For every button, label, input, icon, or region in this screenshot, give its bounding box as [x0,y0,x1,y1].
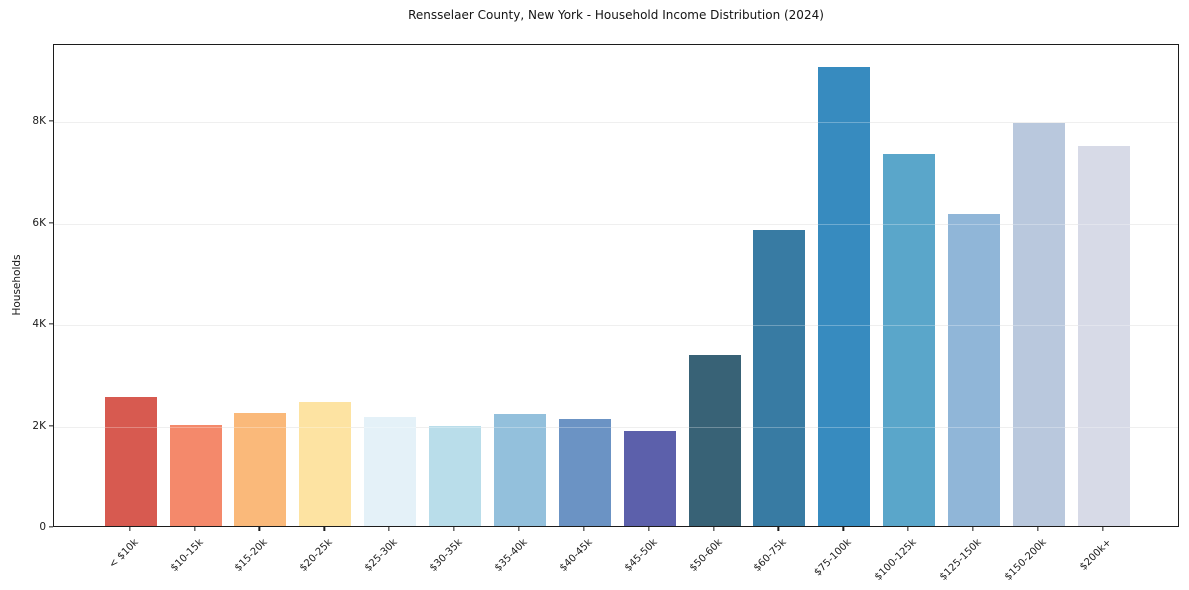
bar [299,402,352,526]
bars-layer [54,45,1178,526]
bar [883,154,936,526]
bar [753,229,806,526]
y-tick-label: 2K [32,419,46,432]
y-tick-label: 8K [32,115,46,128]
bar [104,396,157,526]
gridline [54,325,1178,327]
x-tick-mark [842,527,844,531]
bar [558,419,611,526]
x-tick-mark [453,527,455,531]
x-tick-mark [388,527,390,531]
y-tick-label: 0 [39,521,46,533]
bar [688,354,741,526]
bar [234,413,287,526]
bar [1012,123,1065,526]
bar [818,66,871,526]
x-tick-mark [712,527,715,531]
bar [948,213,1000,526]
x-tick-mark [323,527,325,531]
bar [1077,145,1130,526]
x-tick-mark [583,527,585,531]
y-tick-mark [49,424,53,427]
x-tick-mark [258,527,261,531]
y-axis-label: Households [11,254,23,316]
bar [429,425,482,526]
gridline [54,223,1178,225]
y-tick-label: 6K [32,216,46,229]
x-tick-mark [1037,527,1039,531]
y-tick-mark [49,221,53,224]
gridline [54,122,1178,124]
x-tick-mark [972,527,974,531]
x-tick-mark [648,527,650,531]
x-tick-mark [518,527,520,531]
x-tick-mark [777,527,780,531]
bar [493,414,546,526]
x-tick-label: < $10k [106,537,141,571]
bar [169,424,222,526]
x-tick-mark [193,527,196,531]
gridline [54,426,1178,428]
bar [364,417,417,526]
y-tick-mark [49,120,53,122]
chart-title: Rensselaer County, New York - Household … [408,8,824,22]
gridlines-layer [54,45,1178,526]
y-tick-mark [49,526,53,528]
bar [623,430,676,526]
x-tick-mark [1102,527,1104,531]
plot-area [53,44,1179,527]
x-tick-mark [907,527,909,531]
y-tick-label: 4K [32,318,46,331]
y-tick-mark [49,323,53,325]
x-tick-mark [129,527,131,531]
